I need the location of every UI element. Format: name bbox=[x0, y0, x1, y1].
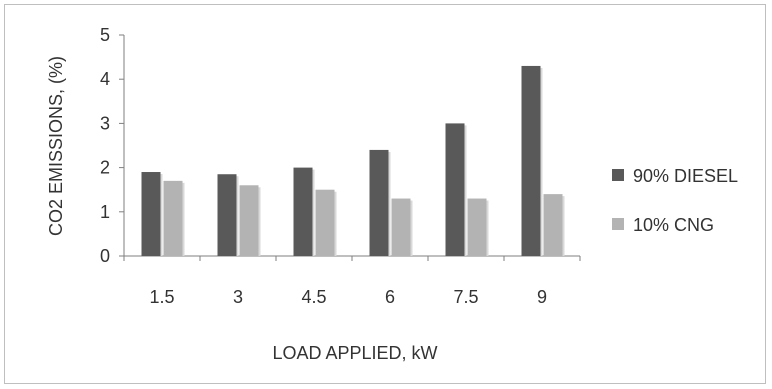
bar-90-diesel-3 bbox=[217, 174, 237, 256]
legend-swatch-diesel bbox=[612, 169, 624, 181]
legend: 90% DIESEL 10% CNG bbox=[612, 166, 738, 235]
y-tick-label-4: 4 bbox=[100, 69, 110, 89]
axes bbox=[123, 35, 580, 257]
x-tick-label-6: 6 bbox=[385, 287, 395, 307]
x-tick-label-9: 9 bbox=[537, 287, 547, 307]
bar-10-cng-3 bbox=[239, 185, 259, 256]
bar-10-cng-7-5 bbox=[467, 198, 487, 256]
legend-label-diesel: 90% DIESEL bbox=[633, 166, 738, 186]
y-tick-label-3: 3 bbox=[100, 113, 110, 133]
bar-90-diesel-7-5 bbox=[445, 123, 465, 257]
x-tick-label-3: 3 bbox=[233, 287, 243, 307]
y-ticks: 0 1 2 3 4 5 bbox=[100, 25, 124, 266]
bar-10-cng-1-5 bbox=[163, 180, 183, 256]
bar-10-cng-6 bbox=[391, 198, 411, 256]
y-axis-title: CO2 EMISSIONS, (%) bbox=[46, 56, 66, 236]
bar-90-diesel-4-5 bbox=[293, 167, 313, 256]
bars bbox=[141, 65, 565, 257]
x-tick-label-4-5: 4.5 bbox=[301, 287, 326, 307]
legend-label-cng: 10% CNG bbox=[633, 215, 714, 235]
x-ticks: 1.5 3 4.5 6 7.5 9 bbox=[123, 256, 581, 307]
legend-swatch-cng bbox=[612, 218, 624, 230]
bar-10-cng-4-5 bbox=[315, 189, 335, 256]
bar-90-diesel-1-5 bbox=[141, 172, 161, 256]
x-tick-label-7-5: 7.5 bbox=[453, 287, 478, 307]
bar-90-diesel-9 bbox=[521, 65, 541, 256]
y-tick-label-1: 1 bbox=[100, 202, 110, 222]
x-axis-title: LOAD APPLIED, kW bbox=[272, 343, 437, 363]
x-tick-label-1-5: 1.5 bbox=[149, 287, 174, 307]
y-tick-label-0: 0 bbox=[100, 246, 110, 266]
y-tick-label-2: 2 bbox=[100, 158, 110, 178]
y-tick-label-5: 5 bbox=[100, 25, 110, 45]
bar-90-diesel-6 bbox=[369, 149, 389, 256]
bar-10-cng-9 bbox=[543, 194, 563, 256]
